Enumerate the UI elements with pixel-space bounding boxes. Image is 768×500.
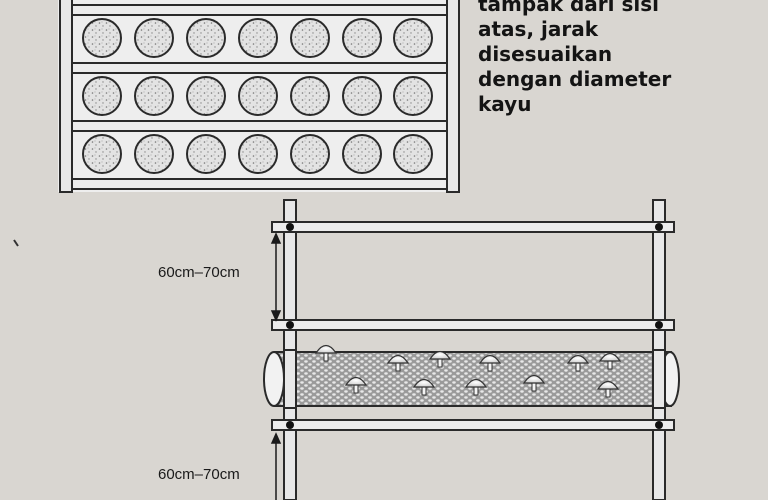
rack-post-left <box>59 0 73 193</box>
dimension-label-bottom: 60cm–70cm <box>158 466 240 483</box>
mushroom <box>314 344 338 362</box>
mushroom <box>386 354 410 372</box>
log-end-circle <box>134 76 174 116</box>
log-end-left <box>263 351 285 407</box>
log-end-circle <box>290 18 330 58</box>
dimension-label-top: 60cm–70cm <box>158 264 240 281</box>
dimension-arrow-top <box>270 232 282 322</box>
log-end-circle <box>238 18 278 58</box>
log-end-circle <box>393 76 433 116</box>
caption-line: dengan diameter <box>478 67 672 91</box>
side-rails <box>271 221 675 431</box>
caption-line: tampak dari sisi <box>478 0 659 16</box>
log-end-circle <box>186 18 226 58</box>
mushroom <box>412 378 436 396</box>
caption-line: atas, jarak <box>478 17 599 41</box>
mushroom <box>428 350 452 368</box>
rack-post-right <box>446 0 460 193</box>
mushroom <box>464 378 488 396</box>
log-end-circle <box>393 18 433 58</box>
log-end-circle <box>82 18 122 58</box>
log-end-circle <box>290 76 330 116</box>
mushroom <box>478 354 502 372</box>
caption-line: kayu <box>478 92 532 116</box>
side-view-rack <box>263 199 680 500</box>
mushroom <box>344 376 368 394</box>
mushroom <box>598 352 622 370</box>
caption-top-view: tampak dari sisi atas, jarak disesuaikan… <box>478 0 748 117</box>
log-end-circle <box>82 134 122 174</box>
caption-line: disesuaikan <box>478 42 613 66</box>
log-end-circle <box>393 134 433 174</box>
mushroom <box>596 380 620 398</box>
top-view-rack <box>58 0 460 193</box>
log-end-circle <box>342 18 382 58</box>
mushroom <box>522 374 546 392</box>
mushroom <box>566 354 590 372</box>
log-end-circle <box>186 134 226 174</box>
joint-bolts <box>286 223 663 429</box>
log-end-circle <box>238 76 278 116</box>
stray-mark <box>13 239 19 247</box>
log-end-circle <box>342 134 382 174</box>
log-end-circle <box>82 76 122 116</box>
log-end-circle <box>290 134 330 174</box>
log-ends-grid <box>82 18 433 174</box>
dimension-arrow-bottom <box>270 432 282 500</box>
log-end-circle <box>342 76 382 116</box>
log-end-circle <box>134 18 174 58</box>
log-end-circle <box>186 76 226 116</box>
mushrooms <box>314 344 622 398</box>
log-end-circle <box>134 134 174 174</box>
log-end-circle <box>238 134 278 174</box>
rack-rails <box>71 4 448 190</box>
